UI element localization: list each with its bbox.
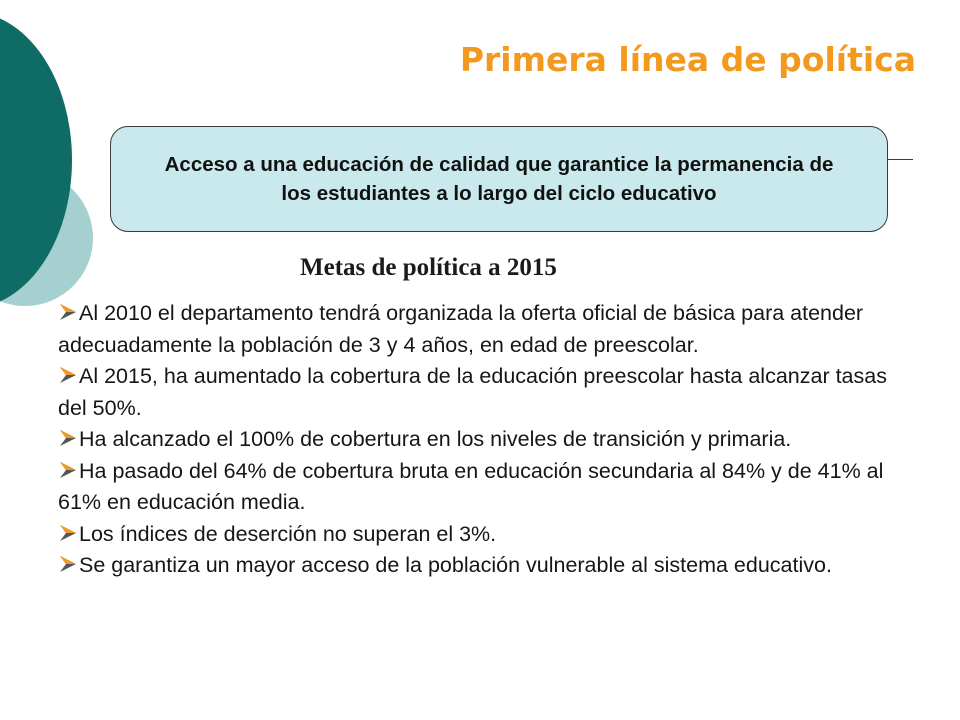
goal-text: Los índices de deserción no superan el 3…: [79, 521, 497, 546]
decor-dark-circle: [0, 18, 72, 302]
arrowhead-bullet-icon: [60, 461, 76, 478]
decorative-circles: [0, 18, 93, 306]
connector-line: [888, 159, 913, 160]
goal-text: Ha pasado del 64% de cobertura bruta en …: [58, 458, 884, 515]
goal-item: Los índices de deserción no superan el 3…: [58, 519, 918, 551]
goal-item: Ha alcanzado el 100% de cobertura en los…: [58, 424, 918, 456]
goal-text: Al 2010 el departamento tendrá organizad…: [58, 301, 864, 357]
goal-item: Al 2010 el departamento tendrá organizad…: [58, 298, 918, 361]
goal-text: Al 2015, ha aumentado la cobertura de la…: [58, 364, 887, 420]
arrowhead-bullet-icon: [60, 430, 76, 446]
arrowhead-bullet-icon: [60, 556, 76, 572]
goal-item: Se garantiza un mayor acceso de la pobla…: [58, 550, 918, 582]
goal-text: Se garantiza un mayor acceso de la pobla…: [79, 553, 832, 577]
goals-list: Al 2010 el departamento tendrá organizad…: [58, 298, 918, 582]
slide-title: Primera línea de política: [459, 40, 916, 79]
arrowhead-bullet-icon: [60, 367, 76, 383]
goals-heading: Metas de política a 2015: [300, 254, 557, 281]
objective-text: Acceso a una educación de calidad que ga…: [164, 153, 834, 205]
goal-item: Al 2015, ha aumentado la cobertura de la…: [58, 361, 918, 424]
goal-text: Ha alcanzado el 100% de cobertura en los…: [79, 427, 792, 451]
arrowhead-bullet-icon: [60, 524, 76, 541]
arrowhead-bullet-icon: [60, 304, 76, 320]
objective-box: Acceso a una educación de calidad que ga…: [110, 126, 888, 232]
goal-item: Ha pasado del 64% de cobertura bruta en …: [58, 456, 918, 519]
